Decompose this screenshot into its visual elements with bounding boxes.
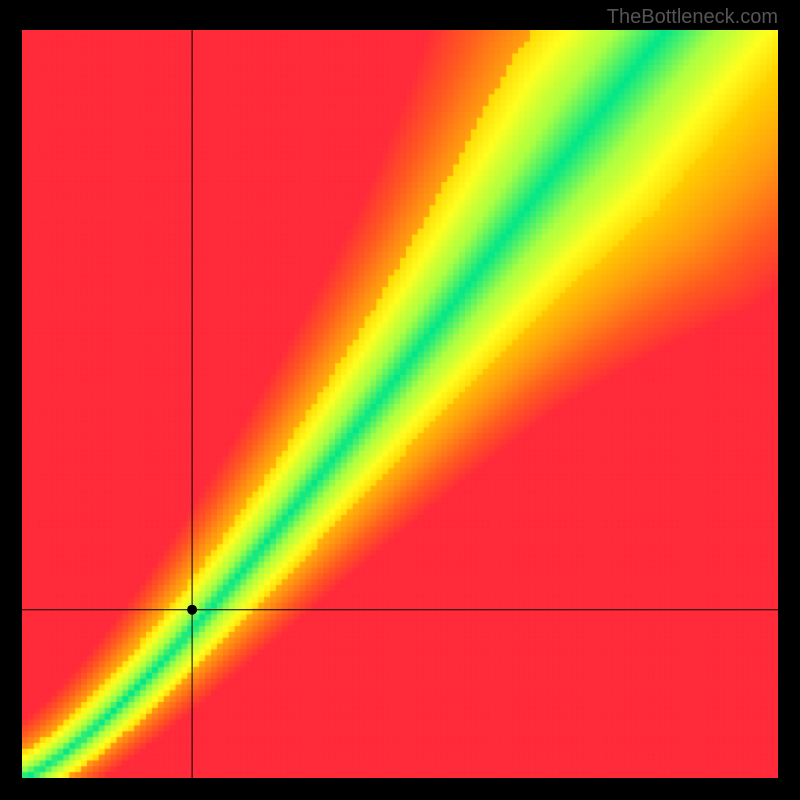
crosshair-marker <box>187 605 197 615</box>
watermark-label: TheBottleneck.com <box>607 6 778 29</box>
heatmap-plot <box>22 30 778 778</box>
crosshair-overlay <box>22 30 778 778</box>
